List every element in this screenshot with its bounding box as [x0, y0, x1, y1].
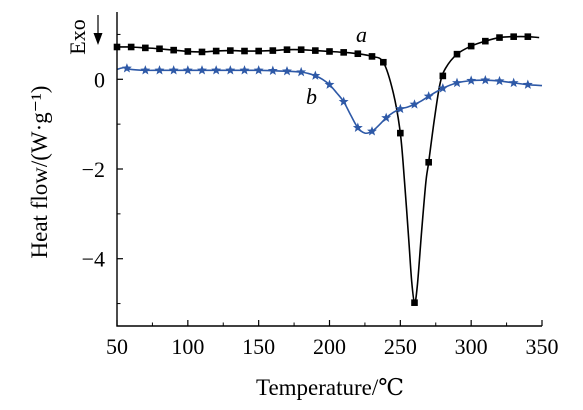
data-point [496, 34, 503, 41]
data-point [480, 74, 491, 85]
data-point [241, 47, 248, 55]
data-point [524, 33, 532, 40]
data-point [482, 37, 489, 45]
data-point [338, 96, 349, 106]
data-point [140, 65, 151, 75]
data-point [425, 158, 432, 166]
data-point [411, 299, 418, 306]
data-point [508, 77, 519, 88]
data-point [326, 48, 333, 55]
data-point [121, 63, 132, 73]
data-point [283, 46, 291, 53]
series-a [113, 33, 540, 306]
data-point [197, 65, 207, 75]
data-point [324, 79, 335, 89]
data-point [397, 129, 404, 137]
data-point [182, 65, 193, 75]
data-point [312, 47, 319, 54]
x-tick-label: 150 [242, 334, 275, 359]
data-point [156, 45, 163, 53]
data-point [395, 103, 406, 114]
data-point [368, 53, 376, 60]
data-point [225, 65, 236, 75]
data-point [154, 65, 165, 75]
data-point [198, 48, 206, 56]
series-a-line [116, 35, 540, 304]
data-point [380, 58, 387, 66]
data-point [494, 75, 505, 86]
data-point [297, 46, 305, 53]
x-tick-label: 200 [313, 334, 346, 359]
data-point [423, 91, 434, 101]
data-point [510, 33, 517, 40]
data-point [467, 42, 475, 50]
data-point [269, 47, 277, 54]
x-tick-label: 300 [455, 334, 488, 359]
y-tick-label: −2 [82, 157, 105, 182]
exo-label: Exo [65, 19, 90, 54]
data-point [466, 75, 477, 85]
labels: Exo Heat flow/(W·g⁻¹) Temperature/℃ 50 10… [27, 19, 559, 400]
data-point [212, 47, 220, 55]
data-point [409, 99, 420, 109]
data-point [340, 49, 347, 56]
data-point [437, 83, 448, 93]
exo-arrow-head [93, 33, 103, 45]
data-point [381, 112, 392, 123]
plot-area [113, 33, 543, 306]
data-point [168, 65, 179, 75]
series-b-line [116, 66, 543, 135]
data-point [170, 46, 177, 54]
x-axis-label: Temperature/℃ [256, 375, 404, 400]
data-point [227, 47, 234, 54]
data-point [239, 65, 250, 75]
y-axis-label: Heat flow/(W·g⁻¹) [27, 86, 52, 259]
data-point [142, 44, 149, 52]
data-point [127, 43, 135, 51]
data-point [253, 65, 264, 75]
data-point [439, 72, 447, 80]
data-point [282, 66, 292, 76]
data-point [255, 47, 262, 55]
data-point [267, 65, 278, 75]
y-tick-label: −4 [82, 247, 105, 272]
data-point [452, 77, 462, 88]
series-a-label: a [356, 22, 367, 47]
data-point [310, 70, 321, 80]
data-point [211, 65, 222, 75]
x-tick-label: 50 [106, 334, 128, 359]
y-tick-label: 0 [94, 67, 105, 92]
data-point [184, 48, 192, 55]
data-point [367, 126, 377, 136]
data-point [352, 122, 363, 132]
series-b [116, 63, 543, 136]
data-point [453, 50, 461, 58]
data-point [354, 50, 362, 58]
x-tick-label: 100 [171, 334, 204, 359]
series-b-label: b [306, 84, 317, 109]
axis-frame [116, 12, 542, 327]
axes [93, 12, 543, 327]
data-point [522, 79, 533, 89]
x-tick-label: 350 [526, 334, 559, 359]
data-point [296, 66, 307, 77]
x-tick-label: 250 [384, 334, 417, 359]
